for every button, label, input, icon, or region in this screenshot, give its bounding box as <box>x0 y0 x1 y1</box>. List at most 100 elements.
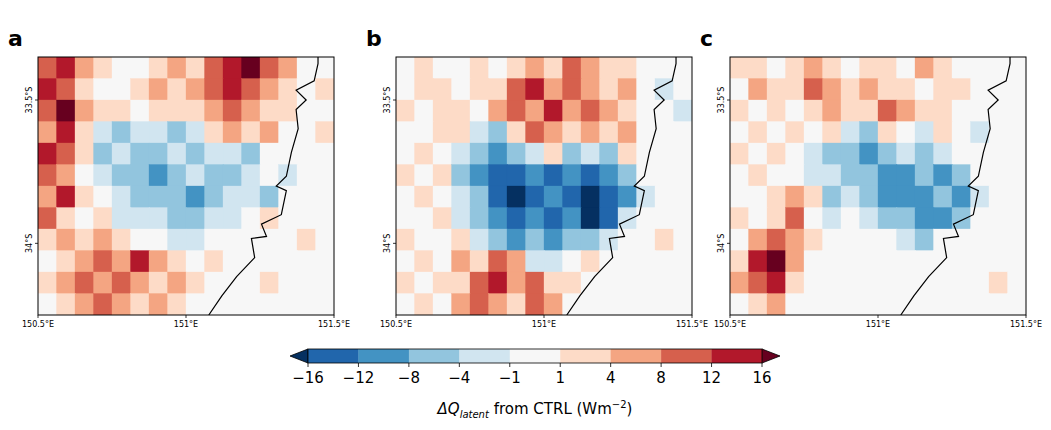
cell <box>786 229 805 251</box>
cell <box>581 79 600 101</box>
cell <box>618 294 637 316</box>
cell <box>186 57 205 79</box>
cell <box>674 229 693 251</box>
cell <box>804 79 823 101</box>
x-tick <box>38 315 39 318</box>
cell <box>563 122 582 144</box>
cell <box>57 79 76 101</box>
cell <box>205 143 224 165</box>
cell <box>618 143 637 165</box>
cell <box>823 294 842 316</box>
cell <box>415 122 434 144</box>
cell <box>168 165 187 187</box>
cell <box>131 229 150 251</box>
cell <box>415 272 434 294</box>
cell <box>470 186 489 208</box>
colorbar-label-part: latent <box>460 409 490 420</box>
cell <box>168 272 187 294</box>
cell <box>934 208 953 230</box>
colorbar-tick-label: 1 <box>555 369 565 387</box>
cell <box>526 165 545 187</box>
cell <box>841 122 860 144</box>
cell <box>730 122 749 144</box>
cell <box>989 272 1008 294</box>
cell <box>749 294 768 316</box>
y-tick-label: 33.5°S <box>25 87 34 114</box>
cell <box>38 165 57 187</box>
colorbar-segment <box>661 349 712 363</box>
cell <box>618 57 637 79</box>
colorbar-label-part: ΔQ <box>437 400 460 418</box>
cell <box>767 100 786 122</box>
cell <box>952 294 971 316</box>
cell <box>823 100 842 122</box>
cell <box>149 122 168 144</box>
cell <box>470 251 489 273</box>
cell <box>952 229 971 251</box>
cell <box>637 229 656 251</box>
cell <box>94 186 113 208</box>
colorbar-label-part: ) <box>627 400 633 418</box>
cell <box>396 208 415 230</box>
cell <box>131 143 150 165</box>
x-tick <box>878 315 879 318</box>
cell <box>618 79 637 101</box>
cell <box>581 294 600 316</box>
cell <box>915 57 934 79</box>
cell <box>544 294 563 316</box>
cell <box>618 165 637 187</box>
cell <box>260 79 279 101</box>
cell <box>860 79 879 101</box>
cell <box>934 272 953 294</box>
cell <box>563 165 582 187</box>
cell <box>563 143 582 165</box>
cell <box>75 208 94 230</box>
cell <box>205 208 224 230</box>
x-tick <box>396 315 397 318</box>
cell <box>75 165 94 187</box>
cell <box>897 100 916 122</box>
cell <box>507 294 526 316</box>
x-tick-label: 150.5°E <box>714 320 746 329</box>
cell <box>823 272 842 294</box>
cell <box>470 208 489 230</box>
cell <box>279 100 298 122</box>
cell <box>767 143 786 165</box>
cell <box>112 100 131 122</box>
cell <box>618 229 637 251</box>
cell <box>131 79 150 101</box>
cell <box>915 100 934 122</box>
cell <box>767 229 786 251</box>
plot-background <box>396 57 692 315</box>
cell <box>489 251 508 273</box>
cell <box>242 165 261 187</box>
cell <box>730 100 749 122</box>
colorbar-tick <box>661 363 662 367</box>
panel-letter: a <box>8 26 23 51</box>
cell <box>637 143 656 165</box>
cell <box>934 100 953 122</box>
cell <box>94 272 113 294</box>
cell <box>38 229 57 251</box>
colorbar-tick-label: −4 <box>448 369 470 387</box>
cell <box>674 294 693 316</box>
cell <box>396 57 415 79</box>
cell <box>1008 100 1027 122</box>
cell <box>75 100 94 122</box>
cell <box>260 165 279 187</box>
cell <box>223 79 242 101</box>
cell <box>934 57 953 79</box>
cell <box>452 251 471 273</box>
y-tick-label: 34°S <box>717 234 726 253</box>
cell <box>860 143 879 165</box>
x-tick-label: 151°E <box>174 320 198 329</box>
cell <box>149 79 168 101</box>
cell <box>767 208 786 230</box>
cells <box>730 57 1026 315</box>
x-tick <box>692 315 693 318</box>
cell <box>841 143 860 165</box>
cell <box>149 294 168 316</box>
panel-letter: c <box>700 26 713 51</box>
cell <box>749 186 768 208</box>
cell <box>823 208 842 230</box>
